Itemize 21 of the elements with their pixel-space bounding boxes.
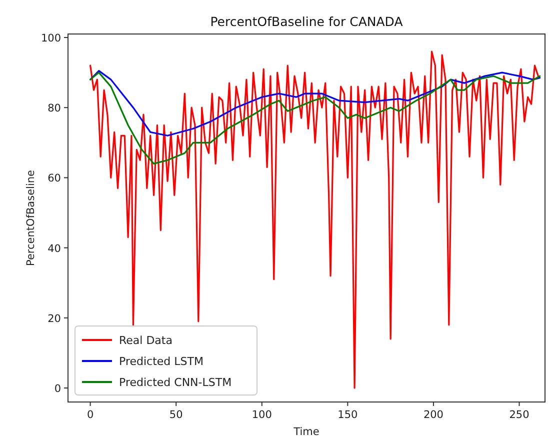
- x-tick-label: 200: [423, 409, 444, 421]
- y-axis-title: PercentOfBaseline: [25, 170, 37, 266]
- line-series: [90, 50, 539, 389]
- x-tick-label: 50: [169, 409, 183, 421]
- y-tick-label: 80: [48, 102, 61, 115]
- legend-label: Real Data: [119, 334, 172, 347]
- x-axis-title: Time: [292, 426, 320, 438]
- line-series: [90, 72, 541, 164]
- legend-label: Predicted LSTM: [119, 355, 204, 368]
- y-tick-label: 20: [48, 312, 61, 325]
- legend-label: Predicted CNN-LSTM: [119, 376, 232, 389]
- x-tick-label: 250: [509, 409, 530, 421]
- y-tick-label: 100: [40, 32, 61, 45]
- x-tick-label: 100: [252, 409, 272, 421]
- x-tick-label: 0: [86, 409, 94, 421]
- line-series: [90, 70, 541, 136]
- y-tick-label: 60: [48, 172, 61, 185]
- y-tick-label: 0: [54, 382, 61, 395]
- chart-title: PercentOfBaseline for CANADA: [210, 14, 404, 29]
- x-tick-label: 150: [338, 409, 358, 421]
- y-tick-label: 40: [48, 242, 61, 255]
